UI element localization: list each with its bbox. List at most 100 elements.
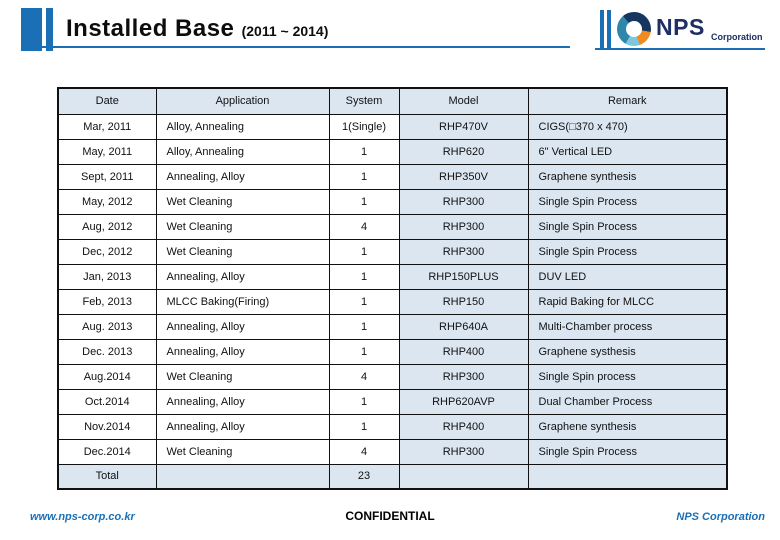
cell-application: Wet Cleaning [155, 213, 330, 240]
table-row: Feb, 2013 MLCC Baking(Firing) 1 RHP150 Rapid… [57, 288, 728, 315]
column-header-system: System [328, 87, 400, 115]
cell-date: May, 2011 [57, 138, 157, 165]
company-logo: NPS Corporation [595, 8, 765, 50]
nps-logo-icon [617, 12, 651, 46]
cell-date: May, 2012 [57, 188, 157, 215]
cell-application: Annealing, Alloy [155, 388, 330, 415]
cell-date: Oct.2014 [57, 388, 157, 415]
total-empty-cell [398, 463, 529, 490]
cell-system: 4 [328, 213, 400, 240]
logo-brand-suffix: Corporation [711, 32, 763, 42]
logo-underline [595, 48, 765, 50]
cell-date: Feb, 2013 [57, 288, 157, 315]
total-label: Total [57, 463, 157, 490]
cell-system: 1 [328, 138, 400, 165]
cell-model: RHP400 [398, 338, 529, 365]
table-row: Nov.2014 Annealing, Alloy 1 RHP400 Graphene … [57, 413, 728, 440]
table-row: Aug.2014 Wet Cleaning 4 RHP300 Single Spin p… [57, 363, 728, 390]
cell-date: Sept, 2011 [57, 163, 157, 190]
table-row: Mar, 2011 Alloy, Annealing 1(Single) RHP470… [57, 113, 728, 140]
table-row: May, 2011 Alloy, Annealing 1 RHP620 6" Verti… [57, 138, 728, 165]
cell-system: 1 [328, 163, 400, 190]
cell-remark: 6" Vertical LED [527, 138, 728, 165]
column-header-date: Date [57, 87, 157, 115]
cell-remark: Rapid Baking for MLCC [527, 288, 728, 315]
cell-remark: Single Spin Process [527, 213, 728, 240]
footer-confidential-label: CONFIDENTIAL [345, 509, 435, 523]
cell-system: 1 [328, 313, 400, 340]
cell-model: RHP300 [398, 438, 529, 465]
logo-accent-bar [607, 10, 611, 48]
cell-system: 1 [328, 188, 400, 215]
cell-remark: DUV LED [527, 263, 728, 290]
cell-date: Aug, 2012 [57, 213, 157, 240]
title-accent-bar-thin [46, 8, 53, 51]
cell-model: RHP640A [398, 313, 529, 340]
cell-remark: Graphene systhesis [527, 338, 728, 365]
logo-brand-text: NPS [656, 14, 705, 40]
cell-model: RHP300 [398, 363, 529, 390]
cell-system: 1 [328, 263, 400, 290]
cell-model: RHP300 [398, 213, 529, 240]
cell-application: Annealing, Alloy [155, 263, 330, 290]
cell-system: 4 [328, 438, 400, 465]
cell-model: RHP620AVP [398, 388, 529, 415]
cell-date: Dec.2014 [57, 438, 157, 465]
table-header-row: Date Application System Model Remark [57, 87, 728, 115]
page-title-text: Installed Base [66, 15, 235, 42]
cell-system: 1 [328, 388, 400, 415]
cell-date: Dec, 2012 [57, 238, 157, 265]
footer-company-name: NPS Corporation [676, 511, 765, 523]
cell-remark: Single Spin process [527, 363, 728, 390]
cell-application: Annealing, Alloy [155, 413, 330, 440]
total-empty-cell [527, 463, 728, 490]
cell-remark: Single Spin Process [527, 438, 728, 465]
cell-application: Annealing, Alloy [155, 163, 330, 190]
footer-website-link[interactable]: www.nps-corp.co.kr [30, 511, 135, 523]
cell-system: 1 [328, 413, 400, 440]
table-row: May, 2012 Wet Cleaning 1 RHP300 Single Spin … [57, 188, 728, 215]
cell-date: Aug. 2013 [57, 313, 157, 340]
cell-remark: Graphene synthesis [527, 163, 728, 190]
table-row: Jan, 2013 Annealing, Alloy 1 RHP150PLUS DUV … [57, 263, 728, 290]
table-row: Aug, 2012 Wet Cleaning 4 RHP300 Single Spin … [57, 213, 728, 240]
cell-model: RHP300 [398, 238, 529, 265]
cell-model: RHP350V [398, 163, 529, 190]
cell-remark: Dual Chamber Process [527, 388, 728, 415]
cell-application: Alloy, Annealing [155, 113, 330, 140]
total-system-count: 23 [328, 463, 400, 490]
column-header-remark: Remark [527, 87, 728, 115]
table-row: Oct.2014 Annealing, Alloy 1 RHP620AVP Dual C… [57, 388, 728, 415]
cell-system: 1 [328, 338, 400, 365]
cell-date: Aug.2014 [57, 363, 157, 390]
cell-date: Mar, 2011 [57, 113, 157, 140]
cell-date: Nov.2014 [57, 413, 157, 440]
cell-model: RHP470V [398, 113, 529, 140]
cell-model: RHP620 [398, 138, 529, 165]
cell-remark: CIGS(□370 x 470) [527, 113, 728, 140]
cell-system: 4 [328, 363, 400, 390]
cell-application: Annealing, Alloy [155, 313, 330, 340]
column-header-model: Model [398, 87, 529, 115]
table-row: Dec, 2012 Wet Cleaning 1 RHP300 Single Spin … [57, 238, 728, 265]
cell-application: Wet Cleaning [155, 188, 330, 215]
column-header-application: Application [155, 87, 330, 115]
cell-date: Dec. 2013 [57, 338, 157, 365]
cell-model: RHP300 [398, 188, 529, 215]
cell-application: Wet Cleaning [155, 363, 330, 390]
page-title: Installed Base (2011 ~ 2014) [66, 15, 328, 43]
cell-model: RHP400 [398, 413, 529, 440]
cell-remark: Single Spin Process [527, 238, 728, 265]
table-row: Aug. 2013 Annealing, Alloy 1 RHP640A Multi-C… [57, 313, 728, 340]
total-empty-cell [155, 463, 330, 490]
title-underline [40, 46, 570, 48]
title-accent-bar-wide [21, 8, 42, 51]
cell-model: RHP150 [398, 288, 529, 315]
cell-application: Alloy, Annealing [155, 138, 330, 165]
cell-application: Wet Cleaning [155, 438, 330, 465]
cell-model: RHP150PLUS [398, 263, 529, 290]
cell-system: 1 [328, 238, 400, 265]
cell-system: 1(Single) [328, 113, 400, 140]
table-row: Dec.2014 Wet Cleaning 4 RHP300 Single Spin P… [57, 438, 728, 465]
